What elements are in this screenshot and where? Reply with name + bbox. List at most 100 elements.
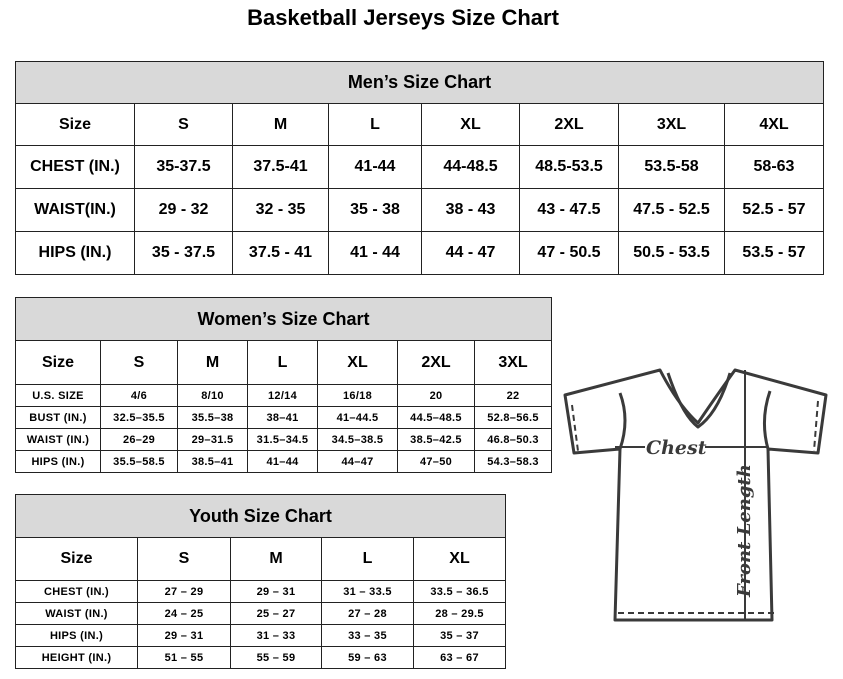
row-label: HIPS (IN.) [15, 624, 138, 647]
table-cell: 12/14 [247, 384, 318, 407]
table-cell: 58-63 [724, 145, 824, 189]
row-label: WAIST (IN.) [15, 428, 101, 451]
row-label: CHEST (IN.) [15, 580, 138, 603]
table-cell: S [100, 340, 178, 385]
table-cell: XL [317, 340, 398, 385]
mens-size-table: Men’s Size Chart Size S M L XL 2XL 3XL 4XL CHEST… [15, 61, 824, 275]
row-label: CHEST (IN.) [15, 145, 135, 189]
table-cell: 37.5-41 [232, 145, 329, 189]
table-cell: 32 - 35 [232, 188, 329, 232]
table-cell: 43 - 47.5 [519, 188, 619, 232]
page-title: Basketball Jerseys Size Chart [247, 5, 559, 30]
table-cell: 31.5–34.5 [247, 428, 318, 451]
table-row: CHEST (IN.) 35-37.5 37.5-41 41-44 44-48.5 48.… [15, 145, 824, 189]
front-length-label: Front Length [734, 464, 755, 598]
table-cell: L [321, 537, 414, 581]
table-cell: 55 – 59 [230, 646, 322, 669]
table-cell: 4/6 [100, 384, 178, 407]
table-row: HIPS (IN.) 35 - 37.5 37.5 - 41 41 - 44 44 - … [15, 231, 824, 275]
table-cell: L [328, 103, 422, 146]
table-cell: 35.5–38 [177, 406, 248, 429]
table-cell: 47–50 [397, 450, 475, 473]
table-cell: 2XL [519, 103, 619, 146]
table-cell: 53.5 - 57 [724, 231, 824, 275]
row-label: BUST (IN.) [15, 406, 101, 429]
row-label: HEIGHT (IN.) [15, 646, 138, 669]
table-cell: 3XL [473, 340, 553, 385]
table-cell: 41–44.5 [317, 406, 398, 429]
table-cell: S [137, 537, 231, 581]
jersey-diagram: Chest Front Length [563, 368, 828, 622]
table-cell: 24 – 25 [137, 602, 231, 625]
table-cell: 4XL [724, 103, 824, 146]
table-cell: 59 – 63 [321, 646, 414, 669]
table-row: WAIST(IN.) 29 - 32 32 - 35 35 - 38 38 - 43 43… [15, 188, 824, 232]
womens-size-table: Women’s Size Chart Size S M L XL 2XL 3XL U.S. S… [14, 297, 553, 473]
table-cell: 38.5–42.5 [397, 428, 475, 451]
table-cell: 27 – 28 [321, 602, 414, 625]
table-row: BUST (IN.) 32.5–35.5 35.5–38 38–41 41–44.5 44… [15, 406, 553, 429]
youth-size-table: Youth Size Chart Size S M L XL CHEST (IN.) 27 … [14, 494, 507, 669]
row-label: WAIST (IN.) [15, 602, 138, 625]
table-cell: 44-48.5 [421, 145, 520, 189]
table-cell: 16/18 [317, 384, 398, 407]
chest-label: Chest [646, 437, 707, 459]
table-cell: 41–44 [247, 450, 318, 473]
row-label: Size [15, 537, 138, 581]
youth-table-title: Youth Size Chart [14, 494, 507, 538]
mens-table-title: Men’s Size Chart [15, 61, 824, 104]
table-cell: 44–47 [317, 450, 398, 473]
table-cell: 38.5–41 [177, 450, 248, 473]
table-cell: 41-44 [328, 145, 422, 189]
row-label: WAIST(IN.) [15, 188, 135, 232]
table-cell: 44 - 47 [421, 231, 520, 275]
table-cell: 33.5 – 36.5 [412, 580, 507, 603]
row-label: HIPS (IN.) [15, 450, 101, 473]
table-cell: M [177, 340, 248, 385]
table-row: U.S. SIZE 4/6 8/10 12/14 16/18 20 22 [15, 384, 553, 407]
table-cell: 47.5 - 52.5 [618, 188, 725, 232]
row-label: U.S. SIZE [15, 384, 101, 407]
table-cell: 35 – 37 [412, 624, 507, 647]
table-cell: 52.5 - 57 [724, 188, 824, 232]
table-cell: 53.5-58 [618, 145, 725, 189]
table-cell: 29–31.5 [177, 428, 248, 451]
table-cell: 41 - 44 [328, 231, 422, 275]
table-cell: 25 – 27 [230, 602, 322, 625]
table-row: HIPS (IN.) 35.5–58.5 38.5–41 41–44 44–47 47–5… [15, 450, 553, 473]
table-cell: 26–29 [100, 428, 178, 451]
table-cell: 37.5 - 41 [232, 231, 329, 275]
table-cell: 63 – 67 [412, 646, 507, 669]
table-cell: 38 - 43 [421, 188, 520, 232]
womens-table-title: Women’s Size Chart [14, 297, 553, 341]
table-cell: 29 – 31 [137, 624, 231, 647]
table-cell: 35 - 38 [328, 188, 422, 232]
table-cell: M [230, 537, 322, 581]
header-row: Size S M L XL 2XL 3XL [15, 340, 553, 385]
table-cell: 22 [473, 384, 553, 407]
table-cell: 3XL [618, 103, 725, 146]
table-cell: 35 - 37.5 [134, 231, 233, 275]
table-row: WAIST (IN.) 24 – 25 25 – 27 27 – 28 28 – 29.… [15, 602, 507, 625]
table-row: CHEST (IN.) 27 – 29 29 – 31 31 – 33.5 33.5 –… [15, 580, 507, 603]
table-cell: 33 – 35 [321, 624, 414, 647]
table-row: WAIST (IN.) 26–29 29–31.5 31.5–34.5 34.5–38.… [15, 428, 553, 451]
jersey-collar [666, 372, 732, 429]
table-cell: 20 [397, 384, 475, 407]
table-cell: 46.8–50.3 [473, 428, 553, 451]
header-row: Size S M L XL 2XL 3XL 4XL [15, 103, 824, 146]
table-cell: 28 – 29.5 [412, 602, 507, 625]
table-cell: 44.5–48.5 [397, 406, 475, 429]
table-cell: 50.5 - 53.5 [618, 231, 725, 275]
table-cell: 27 – 29 [137, 580, 231, 603]
table-cell: 31 – 33.5 [321, 580, 414, 603]
table-cell: 29 – 31 [230, 580, 322, 603]
table-cell: 35-37.5 [134, 145, 233, 189]
table-cell: 8/10 [177, 384, 248, 407]
row-label: Size [15, 340, 101, 385]
table-cell: 35.5–58.5 [100, 450, 178, 473]
jersey-outline [563, 368, 828, 622]
row-label: HIPS (IN.) [15, 231, 135, 275]
table-cell: XL [412, 537, 507, 581]
table-cell: M [232, 103, 329, 146]
